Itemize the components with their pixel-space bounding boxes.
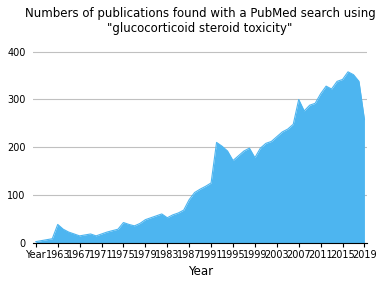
Title: Numbers of publications found with a PubMed search using
"glucocorticoid steroid: Numbers of publications found with a Pub… (25, 7, 376, 35)
X-axis label: Year: Year (187, 265, 213, 278)
